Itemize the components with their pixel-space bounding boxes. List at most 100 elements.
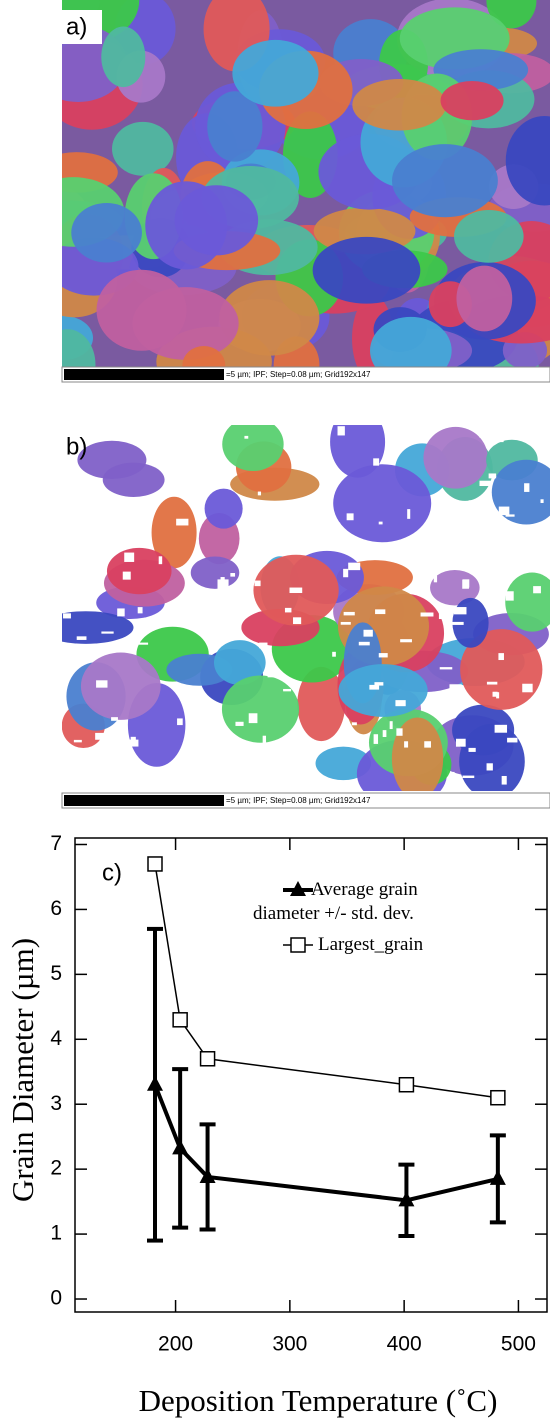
gap (123, 572, 131, 580)
gap (499, 507, 510, 516)
gap (193, 609, 201, 612)
grain (352, 79, 446, 130)
gap (290, 588, 303, 593)
grain (441, 81, 504, 120)
gap (262, 786, 268, 788)
figure: =5 µm; IPF; Step=0.08 µm; Grid192x147 =5… (0, 0, 550, 1428)
gap (434, 576, 437, 583)
gap (462, 776, 474, 778)
gap (285, 608, 291, 613)
grain (101, 27, 145, 88)
grain (456, 266, 512, 332)
gap (489, 473, 497, 478)
gap (386, 449, 394, 452)
grain (205, 489, 243, 529)
scale-bar (64, 369, 224, 380)
gap (480, 481, 493, 486)
y-tick-label: 4 (50, 1027, 62, 1050)
ebsd-map-a (11, 0, 550, 403)
gap (270, 768, 280, 777)
gap (533, 586, 541, 593)
gap (255, 581, 261, 587)
gap (421, 612, 434, 616)
gap (74, 740, 82, 742)
gap (469, 748, 476, 752)
marker (201, 1052, 215, 1066)
marker (490, 1170, 506, 1185)
gap (259, 643, 267, 649)
gap (110, 511, 119, 515)
gap (379, 522, 383, 525)
gap (108, 750, 116, 754)
gap (522, 782, 534, 786)
gap (493, 435, 503, 442)
gap (343, 569, 348, 577)
gap (124, 553, 134, 562)
marker (491, 1091, 505, 1105)
gap (359, 642, 370, 646)
gap (67, 474, 79, 480)
gap (299, 759, 303, 764)
legend-label: Average grain diameter +/- std. dev. (253, 878, 468, 926)
gap (407, 509, 410, 519)
scale-bar (64, 795, 224, 806)
gap (177, 718, 183, 725)
gap (404, 741, 408, 747)
marker (147, 1076, 163, 1091)
gap (102, 764, 113, 768)
gap (117, 608, 124, 616)
gap (352, 722, 357, 725)
gap (395, 700, 405, 706)
gap (178, 443, 190, 451)
gap (304, 503, 314, 510)
panel-label: c) (102, 859, 122, 886)
gap (93, 568, 103, 573)
gap (479, 430, 482, 437)
gap (463, 579, 469, 587)
gap (506, 591, 514, 600)
gap (81, 583, 90, 585)
gap (188, 748, 197, 757)
gap (263, 736, 266, 745)
gap (341, 622, 351, 625)
gap (111, 434, 122, 440)
gap (230, 573, 235, 577)
legend-label: Largest_grain (318, 933, 423, 957)
gap (541, 499, 544, 503)
gap (390, 721, 393, 729)
gap (472, 554, 476, 557)
gap (373, 458, 379, 465)
gap (344, 612, 355, 615)
marker (399, 1078, 413, 1092)
gap (338, 426, 345, 435)
gap (496, 692, 499, 698)
gap (86, 600, 93, 608)
gap (63, 613, 71, 618)
gap (452, 622, 464, 625)
gap (293, 534, 304, 538)
gap (379, 653, 388, 657)
gap (138, 607, 143, 613)
gap (439, 613, 448, 619)
gap (77, 636, 87, 640)
legend-marker (291, 938, 305, 952)
gap (101, 631, 113, 633)
gap (537, 785, 548, 788)
grain (40, 329, 96, 400)
gap (258, 492, 261, 496)
scale-bar-text: =5 µm; IPF; Step=0.08 µm; Grid192x147 (226, 370, 371, 379)
gap (261, 769, 266, 777)
gap (424, 741, 431, 747)
gap (347, 513, 354, 520)
gap (523, 735, 535, 744)
grain (107, 548, 172, 594)
gap (487, 763, 493, 770)
grain (423, 427, 487, 489)
gap (92, 753, 103, 759)
gap (440, 667, 453, 669)
gap (334, 522, 340, 527)
y-tick-label: 5 (50, 962, 62, 985)
y-axis-title: Grain Diameter (µm) (5, 938, 40, 1202)
gap (454, 607, 467, 614)
gap (374, 734, 378, 744)
